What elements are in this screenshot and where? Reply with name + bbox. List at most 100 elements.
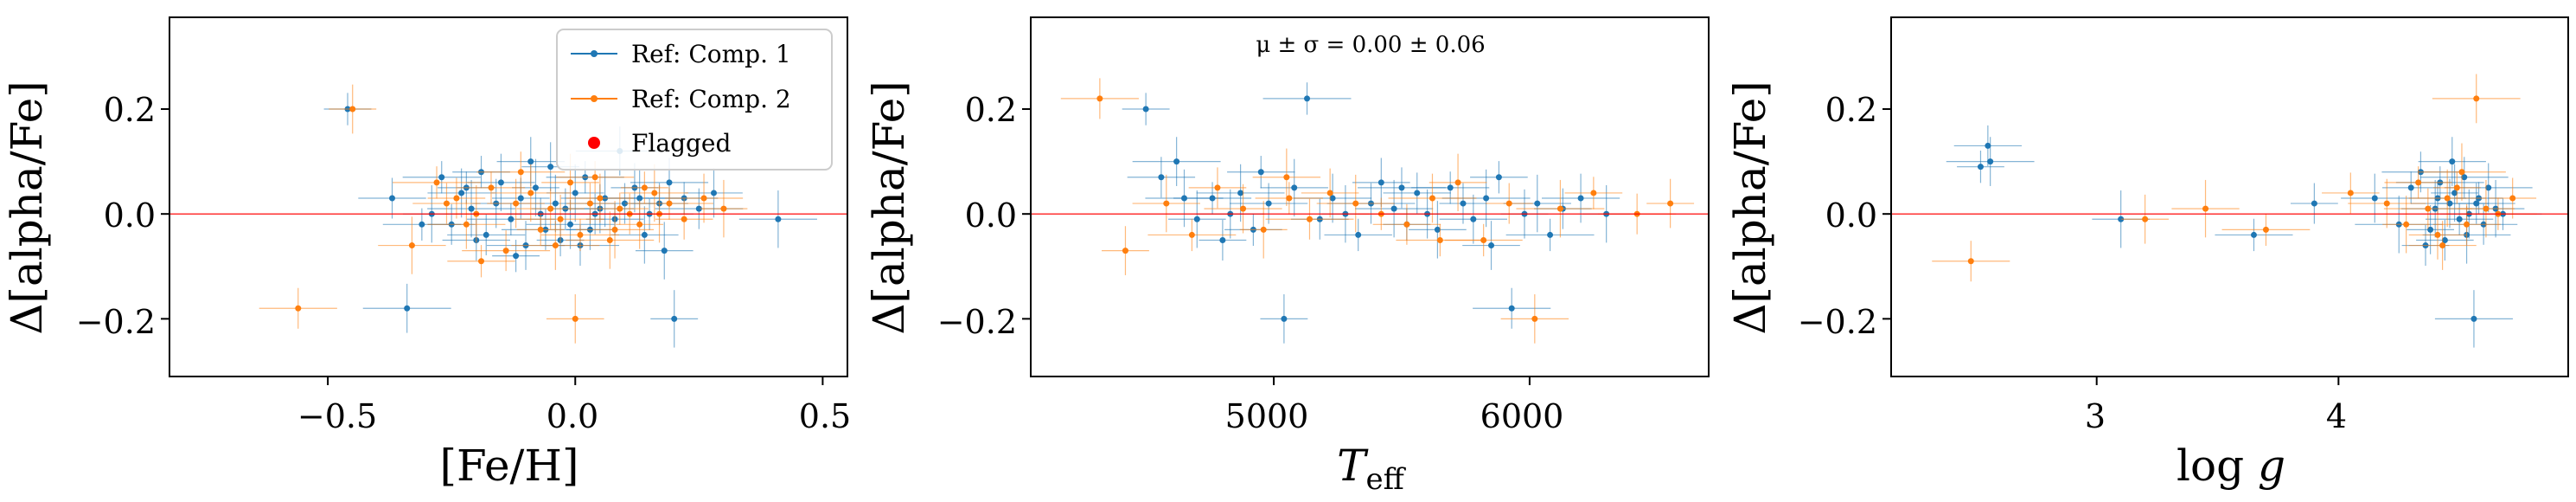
y-axis-label-feh: Δ[alpha/Fe] [2,80,52,334]
data-point [1283,174,1290,181]
y-tick-label: 0.2 [104,91,156,129]
data-point [1219,236,1226,243]
data-point [586,200,593,207]
data-point [2439,242,2446,249]
data-point [295,305,302,312]
data-point [1531,315,1538,322]
data-point [483,231,489,238]
data-point [2250,231,2257,238]
data-point [389,195,396,202]
x-tick-label: 0.0 [547,397,598,435]
data-point [2483,205,2490,212]
data-point [404,305,411,312]
stats-annotation: μ ± σ = 0.00 ± 0.06 [1256,32,1485,58]
data-point [591,174,598,181]
data-point [2458,169,2465,176]
data-point [2509,195,2516,202]
data-point [710,190,717,196]
data-point [2262,226,2269,233]
data-point [1447,184,1454,191]
x-tick-label: 6000 [1480,397,1564,435]
data-point [1173,158,1180,165]
data-point [636,195,643,202]
data-point [1495,174,1502,181]
data-point [508,216,515,222]
data-point [695,205,702,212]
data-point [2311,200,2317,207]
data-point [1429,195,1435,202]
data-point [2347,190,2354,196]
x-tick-label: 4 [2326,397,2347,435]
data-point [1326,190,1333,196]
data-point [1193,216,1200,222]
data-point [1214,184,1221,191]
data-point [497,179,504,186]
data-point [621,200,628,207]
data-point [458,190,465,196]
data-point [1414,190,1421,196]
data-point [661,248,668,254]
data-point [433,179,440,186]
y-tick-label: −0.2 [937,303,1017,341]
data-point [2427,226,2434,233]
data-point [1403,221,1410,228]
data-point [2383,200,2390,207]
data-point [666,200,673,207]
series-2 [1060,78,1695,344]
data-point [513,253,520,260]
data-point [651,190,658,196]
scatter-panel-feh: Δ[alpha/Fe] [Fe/H] −0.5 0.0 0.5 −0.2 0.0… [2,16,851,491]
data-point [2371,195,2378,202]
data-point [537,226,544,233]
data-point [547,205,554,212]
legend-marker-comp2 [591,95,598,102]
data-point [463,221,470,228]
data-point [617,205,623,212]
data-point [349,106,356,113]
data-point [1265,200,1272,207]
data-point [1257,169,1264,176]
data-point [557,216,564,222]
plot-area-logg [1882,16,2569,385]
data-point [547,164,554,171]
data-point [606,236,613,243]
x-tick-label: 0.5 [799,397,851,435]
data-point [1505,200,1512,207]
data-point [408,242,415,249]
data-point [527,158,534,165]
y-tick-label: 0.0 [104,196,156,235]
data-point [611,226,618,233]
data-point [1590,190,1597,196]
scatter-panel-teff: Δ[alpha/Fe] Teff μ ± σ = 0.00 ± 0.06 500… [864,16,1710,497]
y-axis-label-teff: Δ[alpha/Fe] [864,80,914,334]
data-point [1158,174,1165,181]
data-point [671,315,678,322]
y-tick-label: −0.2 [76,303,156,341]
data-point [438,174,445,181]
series-1 [1946,125,2542,348]
data-point [700,195,707,202]
data-point [1390,205,1397,212]
legend-label-flagged: Flagged [631,129,731,158]
data-point [502,248,509,254]
data-point [577,231,584,238]
data-point [1454,179,1461,186]
data-point [1470,216,1477,222]
data-point [1163,200,1170,207]
x-tick-label: 3 [2085,397,2106,435]
data-point [1142,106,1149,113]
legend-label-comp2: Ref: Comp. 2 [631,85,791,113]
data-point [1547,231,1554,238]
data-point [1291,184,1298,191]
data-point [2464,221,2471,228]
data-point [1508,305,1515,312]
data-point [419,221,425,228]
data-point [1306,216,1313,222]
data-point [2434,231,2441,238]
data-point [2403,221,2410,228]
data-point [2425,205,2432,212]
data-point [2451,190,2458,196]
data-point [1460,200,1467,207]
legend-label-comp1: Ref: Comp. 1 [631,40,791,68]
x-axis-label-teff: Teff [1337,441,1406,497]
